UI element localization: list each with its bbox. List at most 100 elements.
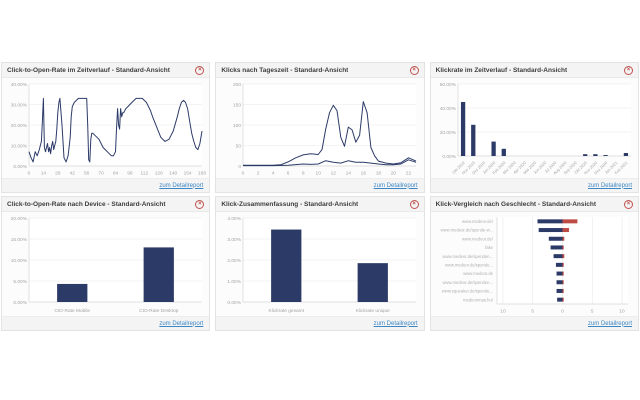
svg-text:15.00%: 15.00%: [11, 237, 28, 243]
svg-text:www.medeor.de/: www.medeor.de/: [462, 236, 494, 241]
chart-area: 0.00% 1.00% 2.00% 3.00% 4.00% Klickrate gesam…: [216, 212, 423, 316]
detail-report-link[interactable]: zum Detailreport: [159, 182, 204, 189]
svg-text:2.00%: 2.00%: [228, 258, 242, 264]
close-icon[interactable]: ×: [195, 199, 205, 209]
svg-text:medeonmas.hu/: medeonmas.hu/: [463, 297, 494, 302]
svg-text:28: 28: [55, 171, 61, 177]
panel-footer: zum Detailreport: [2, 178, 210, 192]
panel-header: Klicks nach Tageszeit - Standard-Ansicht…: [216, 63, 424, 78]
svg-text:0.00%: 0.00%: [13, 164, 27, 170]
svg-text:6: 6: [287, 171, 290, 177]
svg-text:126: 126: [155, 171, 163, 177]
svg-text:5: 5: [531, 309, 534, 315]
panel-klick-zusammenfassung: Klick-Zusammenfassung - Standard-Ansicht…: [215, 196, 425, 331]
panel-footer: zum Detailreport: [216, 178, 424, 192]
panel-header: Klick-Vergleich nach Geschlecht - Standa…: [430, 197, 638, 212]
detail-report-link[interactable]: zum Detailreport: [587, 182, 632, 189]
panel-title: Klicks nach Tageszeit - Standard-Ansicht: [221, 66, 349, 74]
detail-report-link[interactable]: zum Detailreport: [373, 320, 418, 327]
widget-grid: Click-to-Open-Rate im Zeitverlauf - Stan…: [1, 62, 639, 331]
svg-text:140: 140: [169, 171, 177, 177]
svg-text:30.00%: 30.00%: [11, 102, 28, 108]
panel-cto-rate-zeitverlauf: Click-to-Open-Rate im Zeitverlauf - Stan…: [1, 62, 211, 193]
svg-text:98: 98: [127, 171, 133, 177]
panel-footer: zum Detailreport: [216, 316, 424, 330]
svg-text:Klickrate unique: Klickrate unique: [356, 308, 390, 314]
panel-klicks-tageszeit: Klicks nach Tageszeit - Standard-Ansicht…: [215, 62, 425, 193]
tornado-chart-geschlecht: 10 5 0 5 10 www.medeor.de/www.medeor.de/spend…: [440, 217, 628, 315]
svg-text:18: 18: [376, 171, 382, 177]
svg-text:0: 0: [561, 309, 564, 315]
svg-text:0: 0: [28, 171, 31, 177]
svg-text:5: 5: [591, 309, 594, 315]
panel-title: Klick-Vergleich nach Geschlecht - Standa…: [435, 200, 597, 208]
line-chart-klicks-tageszeit: 0 50 100 150 200 0 2 4 6 8 10 12 14 16 18 20 22: [233, 82, 417, 177]
panel-title: Klickrate im Zeitverlauf - Standard-Ansi…: [435, 66, 568, 74]
svg-text:www.medeor.de/: www.medeor.de/: [462, 219, 494, 224]
svg-text:0: 0: [239, 164, 242, 170]
panel-header: Klickrate im Zeitverlauf - Standard-Ansi…: [430, 63, 638, 78]
svg-text:150: 150: [233, 102, 241, 108]
svg-text:4.00%: 4.00%: [228, 216, 242, 222]
svg-text:www.squeaker.de/spende...: www.squeaker.de/spende...: [441, 289, 492, 294]
close-icon[interactable]: ×: [623, 199, 633, 209]
panel-title: Click-to-Open-Rate im Zeitverlauf - Stan…: [7, 66, 170, 74]
svg-text:4: 4: [272, 171, 275, 177]
close-icon[interactable]: ×: [195, 65, 205, 75]
svg-text:14: 14: [346, 171, 352, 177]
panel-title: Klick-Zusammenfassung - Standard-Ansicht: [221, 200, 359, 208]
svg-text:www.medeor.de: www.medeor.de: [463, 271, 493, 276]
svg-text:www.medeor.de/spenden...: www.medeor.de/spenden...: [442, 254, 493, 259]
chart-area: 10 5 0 5 10 www.medeor.de/www.medeor.de/spend…: [431, 212, 638, 316]
svg-text:8: 8: [302, 171, 305, 177]
svg-text:60.00%: 60.00%: [439, 82, 456, 88]
panel-footer: zum Detailreport: [430, 178, 638, 192]
svg-text:20.00%: 20.00%: [11, 216, 28, 222]
chart-area: 0.00% 10.00% 20.00% 30.00% 40.00% 0 14 28 42 56 70…: [2, 78, 209, 178]
svg-text:200: 200: [233, 82, 241, 88]
panel-header: Click-to-Open-Rate nach Device - Standar…: [2, 197, 210, 212]
chart-area: 0 50 100 150 200 0 2 4 6 8 10 12 14 16 18 20 22: [216, 78, 423, 178]
bar-chart-klick-zusammenfassung: 0.00% 1.00% 2.00% 3.00% 4.00% Klickrate gesam…: [228, 216, 417, 314]
svg-text:10: 10: [619, 309, 625, 315]
svg-text:40.00%: 40.00%: [11, 82, 28, 88]
svg-text:22: 22: [406, 171, 412, 177]
svg-text:14: 14: [41, 171, 47, 177]
svg-text:10: 10: [316, 171, 322, 177]
panel-title: Click-to-Open-Rate nach Device - Standar…: [7, 200, 166, 208]
panel-klick-vergleich-geschlecht: Klick-Vergleich nach Geschlecht - Standa…: [429, 196, 639, 331]
svg-text:CtO-Rate Mobile: CtO-Rate Mobile: [54, 308, 90, 314]
svg-text:40.00%: 40.00%: [439, 106, 456, 112]
panel-footer: zum Detailreport: [430, 316, 638, 330]
svg-text:16: 16: [361, 171, 367, 177]
svg-text:0.00%: 0.00%: [442, 154, 456, 160]
svg-text:0.00%: 0.00%: [13, 300, 27, 306]
svg-text:3.00%: 3.00%: [228, 237, 242, 243]
svg-text:100: 100: [233, 123, 241, 129]
svg-text:1.00%: 1.00%: [228, 279, 242, 285]
svg-text:20: 20: [391, 171, 397, 177]
svg-text:154: 154: [184, 171, 192, 177]
detail-report-link[interactable]: zum Detailreport: [159, 320, 204, 327]
svg-text:12: 12: [331, 171, 337, 177]
svg-text:Klickrate gesamt: Klickrate gesamt: [269, 308, 305, 314]
panel-header: Klick-Zusammenfassung - Standard-Ansicht…: [216, 197, 424, 212]
svg-text:www.medeor.de/spende-w...: www.medeor.de/spende-w...: [440, 228, 492, 233]
svg-text:50: 50: [236, 143, 242, 149]
detail-report-link[interactable]: zum Detailreport: [373, 182, 418, 189]
svg-text:10.00%: 10.00%: [11, 258, 28, 264]
close-icon[interactable]: ×: [623, 65, 633, 75]
detail-report-link[interactable]: zum Detailreport: [587, 320, 632, 327]
close-icon[interactable]: ×: [409, 65, 419, 75]
svg-text:84: 84: [113, 171, 119, 177]
close-icon[interactable]: ×: [409, 199, 419, 209]
svg-text:fake: fake: [485, 245, 494, 250]
svg-text:0.00%: 0.00%: [228, 300, 242, 306]
panel-header: Click-to-Open-Rate im Zeitverlauf - Stan…: [2, 63, 210, 78]
svg-text:70: 70: [98, 171, 104, 177]
svg-text:5.00%: 5.00%: [13, 279, 27, 285]
svg-text:10.00%: 10.00%: [11, 143, 28, 149]
chart-area: 0.00% 20.00% 40.00% 60.00% Okt 2019 Nov 2019 D…: [431, 78, 638, 178]
bar-chart-cto-device: 0.00% 5.00% 10.00% 15.00% 20.00% CtO-Rate Mob…: [11, 216, 202, 314]
